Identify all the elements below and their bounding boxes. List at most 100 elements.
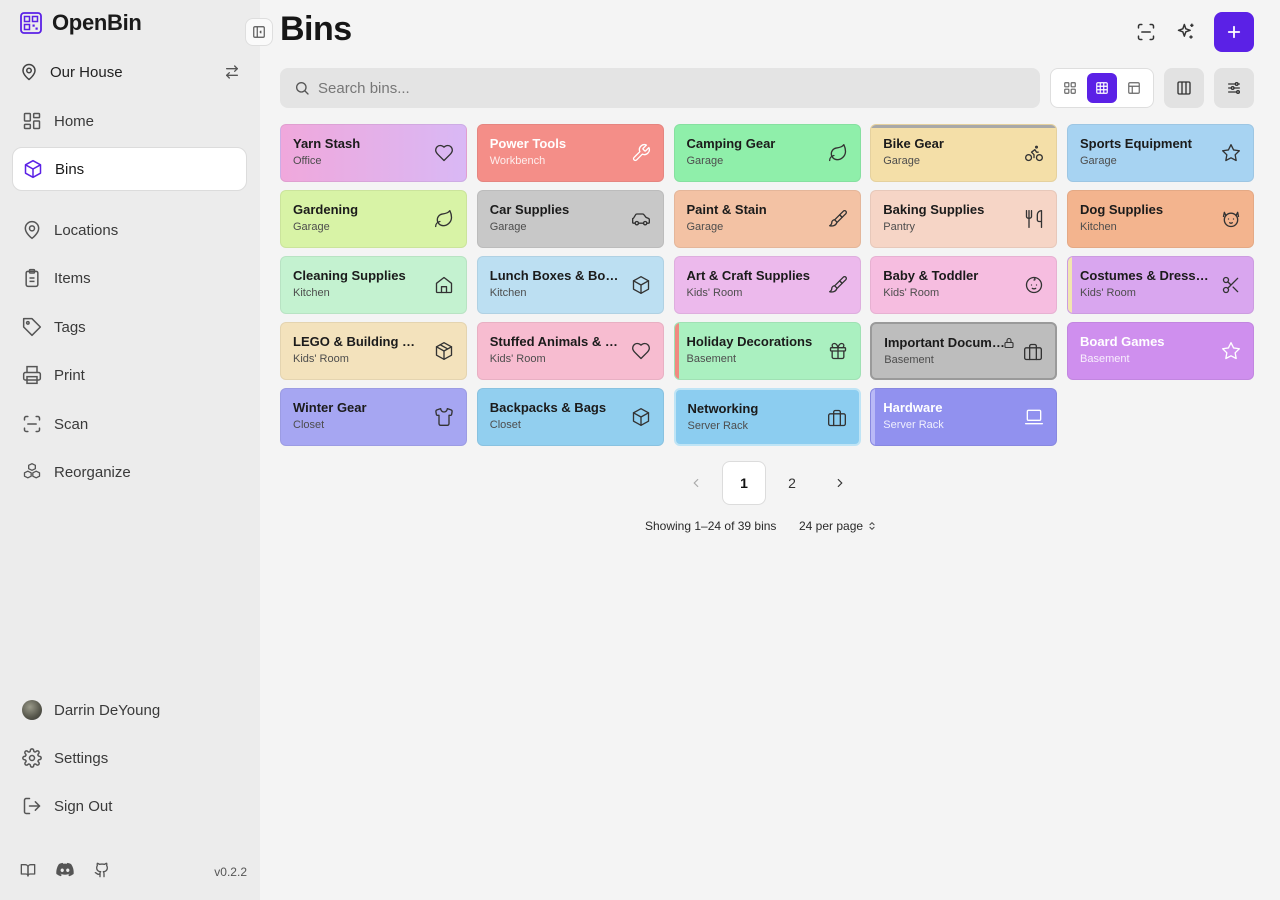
leaf-icon — [435, 210, 453, 228]
bin-location: Garage — [883, 155, 920, 167]
plus-icon — [1227, 25, 1241, 39]
bin-card[interactable]: Sports Equipment Garage — [1067, 124, 1254, 182]
car-icon — [631, 213, 650, 226]
chevrons-up-down-icon — [869, 521, 875, 531]
bin-card[interactable]: Hardware Server Rack — [870, 388, 1058, 446]
shirt-icon — [435, 408, 453, 426]
sidebar-item-label: Settings — [54, 749, 109, 767]
bin-card[interactable]: LEGO & Building Toys Kids' Room — [280, 322, 467, 380]
search-input[interactable] — [318, 79, 998, 97]
bin-card[interactable]: Winter Gear Closet — [280, 388, 467, 446]
table-icon — [1128, 82, 1141, 94]
bin-card[interactable]: Holiday Decorations Basement — [673, 322, 861, 380]
view-table-button[interactable] — [1120, 73, 1149, 103]
bin-name: LEGO & Building Toys — [293, 334, 422, 349]
bin-card[interactable]: Power Tools Workbench — [476, 124, 664, 182]
sign-out-button[interactable]: Sign Out — [12, 784, 247, 828]
sidebar-item-label: Reorganize — [54, 463, 131, 481]
bin-location: Kitchen — [489, 287, 527, 299]
bin-location: Workbench — [489, 155, 546, 167]
search-bar[interactable] — [280, 68, 1040, 108]
bin-card[interactable]: Baby & Toddler Kids' Room — [870, 256, 1058, 314]
sidebar-item-settings[interactable]: Settings — [12, 736, 247, 780]
next-page-button[interactable] — [818, 461, 862, 505]
color-strip — [674, 323, 679, 379]
bin-location: Garage — [686, 155, 724, 167]
baby-icon — [1026, 276, 1043, 294]
sidebar-item-label: Locations — [54, 221, 119, 239]
page-title: Bins — [280, 10, 352, 48]
add-bin-button[interactable] — [1214, 12, 1254, 52]
page-button-1[interactable]: 1 — [722, 461, 766, 505]
prev-page-button[interactable] — [674, 461, 718, 505]
bin-name: Dog Supplies — [1080, 202, 1164, 217]
sidebar-item-print[interactable]: Print — [12, 353, 247, 397]
bin-card[interactable]: Car Supplies Garage — [476, 190, 664, 248]
collapse-sidebar-button[interactable] — [245, 18, 273, 46]
bin-card[interactable]: Cleaning Supplies Kitchen — [280, 256, 467, 314]
bin-card[interactable]: Backpacks & Bags Closet — [476, 388, 664, 446]
view-compact-grid-button[interactable] — [1055, 73, 1084, 103]
page-button-2[interactable]: 2 — [788, 475, 796, 491]
bin-card[interactable]: Stuffed Animals & Plush Kids' Room — [476, 322, 664, 380]
filter-button[interactable] — [1214, 68, 1254, 108]
color-strip — [1068, 257, 1072, 313]
bin-card[interactable]: Costumes & Dress-Up Kids' Room — [1067, 256, 1254, 314]
bin-card[interactable]: Yarn Stash Office — [280, 124, 467, 182]
bin-card[interactable]: Networking Server Rack — [673, 388, 861, 446]
chevron-right-icon — [837, 478, 843, 488]
location-switcher[interactable]: Our House — [20, 58, 240, 86]
sidebar-item-locations[interactable]: Locations — [12, 208, 247, 252]
star-icon — [1222, 144, 1240, 162]
sidebar-item-bins[interactable]: Bins — [12, 147, 247, 191]
sidebar-item-scan[interactable]: Scan — [12, 402, 247, 446]
view-grid-button[interactable] — [1087, 73, 1117, 103]
per-page-select[interactable]: 24 per page — [799, 519, 877, 533]
grid-small-icon — [1063, 82, 1076, 94]
briefcase-icon — [827, 409, 846, 427]
bin-location: Kitchen — [293, 287, 330, 299]
bin-card[interactable]: Gardening Garage — [280, 190, 467, 248]
bin-card[interactable]: Paint & Stain Garage — [673, 190, 861, 248]
bin-card[interactable]: Camping Gear Garage — [673, 124, 861, 182]
bin-name: Camping Gear — [686, 136, 776, 151]
home-grid-icon — [23, 112, 41, 130]
current-location: Our House — [50, 63, 123, 81]
bin-card[interactable]: Baking Supplies Pantry — [870, 190, 1058, 248]
bin-card[interactable]: Lunch Boxes & Bottles Kitchen — [476, 256, 664, 314]
discord-icon[interactable] — [56, 862, 74, 878]
user-name: Darrin DeYoung — [54, 701, 161, 719]
sidebar-item-home[interactable]: Home — [12, 99, 247, 143]
pagination: 1 2 — [674, 461, 862, 505]
sidebar-item-label: Sign Out — [54, 797, 113, 815]
user-profile[interactable]: Darrin DeYoung — [12, 688, 247, 732]
brand[interactable]: OpenBin — [20, 10, 142, 36]
bin-card[interactable]: Bike Gear Garage — [870, 124, 1058, 182]
color-strip — [871, 125, 1057, 128]
leaf-icon — [828, 144, 846, 162]
scan-button[interactable] — [1126, 12, 1166, 52]
sidebar-item-tags[interactable]: Tags — [12, 305, 247, 349]
bin-card[interactable]: Dog Supplies Kitchen — [1067, 190, 1254, 248]
chevron-left-icon — [693, 478, 699, 488]
bin-card[interactable]: Art & Craft Supplies Kids' Room — [673, 256, 861, 314]
bin-location: Server Rack — [883, 419, 944, 431]
github-icon[interactable] — [94, 862, 110, 878]
swap-arrows-icon[interactable] — [224, 64, 240, 80]
scan-icon — [23, 415, 41, 433]
bin-name: Important Documents — [884, 335, 1012, 350]
bin-location: Basement — [1080, 353, 1130, 365]
sidebar-item-items[interactable]: Items — [12, 256, 247, 300]
tag-icon — [22, 317, 42, 337]
bin-card[interactable]: Important Documents Basement — [870, 322, 1058, 380]
columns-button[interactable] — [1164, 68, 1204, 108]
house-icon — [435, 276, 453, 294]
ai-sparkles-button[interactable] — [1166, 12, 1206, 52]
view-mode-toggle — [1050, 68, 1154, 108]
sidebar-item-reorganize[interactable]: Reorganize — [12, 450, 247, 494]
bin-card[interactable]: Board Games Basement — [1067, 322, 1254, 380]
bin-name: Cleaning Supplies — [293, 268, 406, 283]
book-icon[interactable] — [20, 862, 36, 878]
bin-name: Winter Gear — [293, 400, 367, 415]
sliders-icon — [1228, 82, 1240, 94]
